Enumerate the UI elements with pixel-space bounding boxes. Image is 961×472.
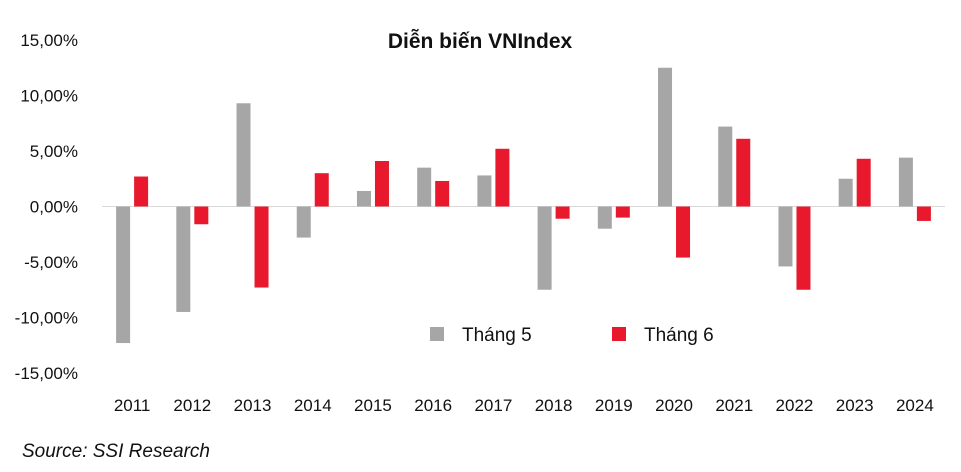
bar-thang-6-2011 [134,176,149,207]
bar-thang-6-2024 [916,206,931,221]
y-tick-label: 10,00% [20,87,78,106]
x-tick-label: 2024 [896,396,934,415]
bar-thang-6-2023 [856,158,871,207]
bar-thang-6-2012 [194,206,209,225]
x-tick-label: 2016 [414,396,452,415]
bar-thang-5-2015 [356,190,371,207]
x-tick-label: 2019 [595,396,633,415]
legend-swatch [430,327,444,341]
y-tick-label: -10,00% [15,309,78,328]
bar-thang-6-2019 [615,206,630,218]
x-tick-label: 2011 [114,396,151,415]
x-tick-label: 2017 [474,396,512,415]
bar-thang-6-2013 [254,206,269,288]
bar-thang-5-2024 [898,157,913,207]
source-note: Source: SSI Research [22,441,210,462]
bar-thang-6-2020 [676,206,691,258]
x-axis: 2011 2012 2013 2014 2015 2016 2017 2018 2019 2020… [114,396,934,415]
bar-thang-5-2016 [417,167,432,207]
x-tick-label: 2015 [354,396,392,415]
chart-title: Diễn biến VNIndex [388,29,573,53]
x-tick-label: 2021 [715,396,753,415]
bar-thang-5-2018 [537,206,552,290]
x-tick-label: 2023 [836,396,874,415]
legend: Tháng 5 Tháng 6 [430,325,714,346]
legend-label: Tháng 5 [462,325,532,346]
bar-thang-6-2017 [495,148,510,207]
y-tick-label: -15,00% [15,364,78,383]
x-tick-label: 2022 [776,396,814,415]
bar-thang-6-2015 [374,160,389,207]
bar-thang-5-2022 [778,206,793,267]
y-tick-label: 5,00% [30,142,78,161]
bar-thang-5-2011 [116,206,131,344]
bar-thang-5-2023 [838,178,853,207]
x-tick-label: 2014 [294,396,332,415]
bar-thang-5-2017 [477,175,492,207]
bar-thang-5-2020 [658,67,673,207]
bar-thang-6-2018 [555,206,570,219]
y-tick-label: 0,00% [30,198,78,217]
x-tick-label: 2012 [173,396,211,415]
bar-thang-6-2016 [435,180,450,207]
y-tick-label: 15,00% [20,31,78,50]
bar-thang-6-2022 [796,206,811,290]
legend-swatch [612,327,626,341]
legend-label: Tháng 6 [644,325,714,346]
bar-thang-5-2019 [597,206,612,229]
bar-thang-6-2014 [314,173,329,207]
bar-thang-5-2021 [718,126,733,207]
bar-thang-5-2012 [176,206,191,312]
x-tick-label: 2018 [535,396,573,415]
bar-thang-5-2013 [236,103,251,207]
x-tick-label: 2020 [655,396,693,415]
y-tick-label: -5,00% [24,253,78,272]
bar-thang-5-2014 [296,206,311,238]
bars [116,67,931,344]
bar-thang-6-2021 [736,138,751,207]
x-tick-label: 2013 [234,396,272,415]
